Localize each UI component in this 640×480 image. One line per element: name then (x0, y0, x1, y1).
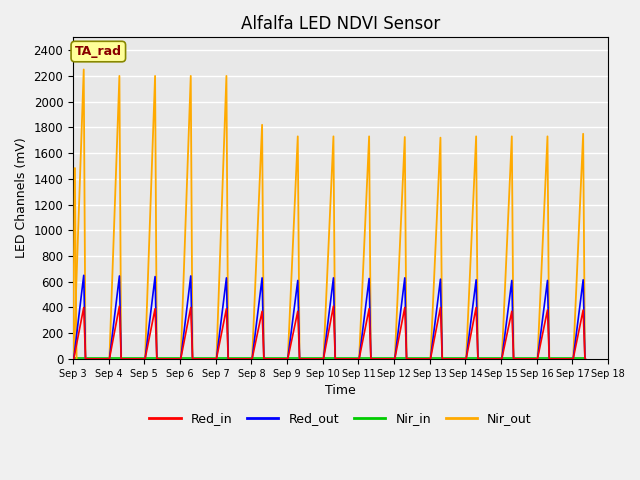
Nir_in (68, 355, 76, 361)
Red_in (496, 356, 504, 362)
Red_out (472, 277, 480, 283)
Red_in (474, 356, 482, 362)
Red_out (582, 356, 589, 362)
Red_out (474, 356, 482, 362)
Nir_in (474, 355, 482, 361)
Nir_out (508, 133, 516, 139)
Y-axis label: LED Channels (mV): LED Channels (mV) (15, 138, 28, 259)
Red_out (508, 277, 516, 283)
X-axis label: Time: Time (325, 384, 356, 397)
Line: Red_out: Red_out (72, 276, 586, 359)
Legend: Red_in, Red_out, Nir_in, Nir_out: Red_in, Red_out, Nir_in, Nir_out (145, 407, 537, 430)
Nir_out (472, 133, 480, 139)
Nir_out (80, 67, 88, 72)
Nir_out (496, 356, 504, 362)
Red_in (472, 305, 480, 311)
Red_in (106, 356, 113, 362)
Red_out (80, 273, 88, 278)
Nir_in (462, 355, 470, 361)
Nir_out (474, 356, 482, 362)
Nir_in (534, 355, 541, 361)
Red_in (582, 356, 589, 362)
Red_out (496, 356, 504, 362)
Nir_in (474, 355, 482, 361)
Nir_out (582, 356, 589, 362)
Nir_out (543, 133, 551, 139)
Title: Alfalfa LED NDVI Sensor: Alfalfa LED NDVI Sensor (241, 15, 440, 33)
Red_out (68, 356, 76, 362)
Nir_in (582, 355, 589, 361)
Line: Nir_out: Nir_out (72, 70, 586, 359)
Line: Red_in: Red_in (72, 306, 586, 359)
Red_in (116, 303, 124, 309)
Text: TA_rad: TA_rad (75, 45, 122, 58)
Red_out (543, 277, 551, 283)
Nir_in (498, 355, 506, 361)
Red_out (116, 273, 124, 279)
Red_in (543, 307, 551, 313)
Nir_out (68, 356, 76, 362)
Nir_out (116, 73, 124, 79)
Nir_in (106, 355, 113, 361)
Red_in (68, 356, 76, 362)
Red_in (508, 309, 516, 314)
